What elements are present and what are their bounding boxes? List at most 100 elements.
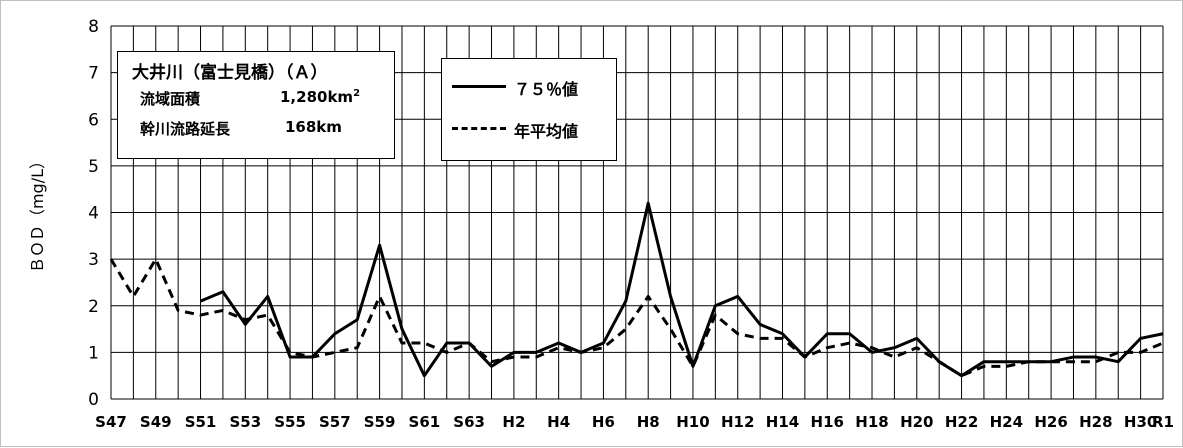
point-75pct-S57 [333, 332, 336, 335]
point-mean-H15 [803, 356, 806, 359]
point-mean-S54 [266, 314, 269, 317]
point-75pct-H9 [669, 295, 672, 298]
point-75pct-H4 [557, 342, 560, 345]
x-tick-label: H30 [1124, 413, 1157, 431]
point-mean-S48 [132, 295, 135, 298]
point-mean-S62 [445, 351, 448, 354]
x-tick-label: H12 [721, 413, 754, 431]
y-tick-label: 8 [88, 17, 99, 37]
point-mean-H4 [557, 346, 560, 349]
point-75pct-H24 [1005, 360, 1008, 363]
y-tick-label: 4 [88, 204, 99, 224]
point-75pct-H29 [1117, 360, 1120, 363]
legend-item-annual-mean: 年平均値 [452, 118, 612, 141]
point-75pct-H8 [647, 202, 650, 205]
point-mean-H24 [1005, 365, 1008, 368]
point-mean-S50 [177, 309, 180, 312]
point-mean-S63 [468, 342, 471, 345]
point-mean-H26 [1050, 360, 1053, 363]
point-75pct-H2 [512, 351, 515, 354]
legend-item-75pct: ７５％値 [452, 76, 612, 99]
y-tick-label: 5 [88, 157, 99, 177]
point-mean-H12 [736, 332, 739, 335]
x-tick-label: H10 [676, 413, 709, 431]
point-mean-H14 [781, 337, 784, 340]
point-mean-H22 [960, 374, 963, 377]
point-75pct-H6 [602, 342, 605, 345]
area-value-wrap: 1,280km2 [280, 88, 360, 106]
point-mean-S47 [110, 258, 113, 261]
point-mean-H23 [982, 365, 985, 368]
catchment-area: 流域面積 1,280km2 [140, 88, 360, 109]
point-75pct-H30 [1139, 337, 1142, 340]
point-75pct-H11 [714, 304, 717, 307]
point-75pct-S53 [244, 323, 247, 326]
point-mean-H25 [1027, 360, 1030, 363]
x-tick-label: H6 [592, 413, 615, 431]
point-75pct-S51 [199, 300, 202, 303]
point-75pct-H23 [982, 360, 985, 363]
x-tick-label: S57 [319, 413, 351, 431]
point-75pct-S52 [221, 290, 224, 293]
point-mean-H3 [535, 356, 538, 359]
point-mean-S58 [356, 346, 359, 349]
point-mean-S53 [244, 318, 247, 321]
point-75pct-H3 [535, 351, 538, 354]
point-75pct-H17 [848, 332, 851, 335]
legend-dashed-line-icon [452, 127, 506, 130]
point-75pct-S60 [400, 328, 403, 331]
length-label: 幹川流路延長 [140, 120, 231, 138]
point-mean-H1 [490, 360, 493, 363]
area-unit-sup: 2 [353, 88, 361, 99]
y-axis-label: ＢＯＤ（mg/L） [28, 153, 47, 273]
legend-label-75pct: ７５％値 [514, 80, 579, 99]
point-mean-S57 [333, 351, 336, 354]
length-value: 168km [285, 118, 342, 136]
point-mean-S61 [423, 342, 426, 345]
point-75pct-R1 [1162, 332, 1165, 335]
point-mean-H29 [1117, 351, 1120, 354]
area-label: 流域面積 [140, 90, 201, 108]
x-tick-label: H2 [502, 413, 525, 431]
series-75pct-line [199, 201, 1164, 378]
point-mean-R1 [1162, 342, 1165, 345]
point-75pct-S54 [266, 295, 269, 298]
x-tick-label: S63 [453, 413, 485, 431]
point-mean-H16 [826, 346, 829, 349]
x-tick-label: R1 [1152, 413, 1174, 431]
x-tick-label: H4 [547, 413, 570, 431]
y-tick-label: 6 [88, 110, 99, 130]
x-tick-label: H18 [855, 413, 888, 431]
point-mean-H6 [602, 346, 605, 349]
point-75pct-S61 [423, 374, 426, 377]
point-75pct-S58 [356, 318, 359, 321]
x-tick-label: H14 [766, 413, 799, 431]
point-75pct-H7 [624, 300, 627, 303]
y-tick-label: 2 [88, 297, 99, 317]
y-tick-label: 3 [88, 250, 99, 270]
point-mean-H19 [893, 356, 896, 359]
x-tick-label: S47 [95, 413, 127, 431]
river-info-box: 大井川（富士見橋）（Ａ） 流域面積 1,280km2 幹川流路延長 168km [117, 51, 395, 159]
point-75pct-H18 [871, 351, 874, 354]
point-mean-H13 [759, 337, 762, 340]
point-75pct-H12 [736, 295, 739, 298]
x-tick-label: H8 [637, 413, 660, 431]
point-mean-S51 [199, 314, 202, 317]
point-75pct-H1 [490, 365, 493, 368]
point-mean-H11 [714, 314, 717, 317]
x-tick-label: S49 [140, 413, 172, 431]
area-value: 1,280km [280, 88, 354, 106]
main-stream-length: 幹川流路延長 168km [140, 118, 342, 139]
x-tick-label: H16 [811, 413, 844, 431]
point-mean-H5 [580, 351, 583, 354]
point-75pct-H14 [781, 332, 784, 335]
point-mean-H20 [915, 346, 918, 349]
y-tick-label: 1 [88, 343, 99, 363]
point-mean-S59 [378, 295, 381, 298]
point-mean-H8 [647, 295, 650, 298]
point-75pct-H16 [826, 332, 829, 335]
x-tick-label: H22 [945, 413, 978, 431]
point-mean-S49 [154, 258, 157, 261]
point-mean-H21 [938, 360, 941, 363]
